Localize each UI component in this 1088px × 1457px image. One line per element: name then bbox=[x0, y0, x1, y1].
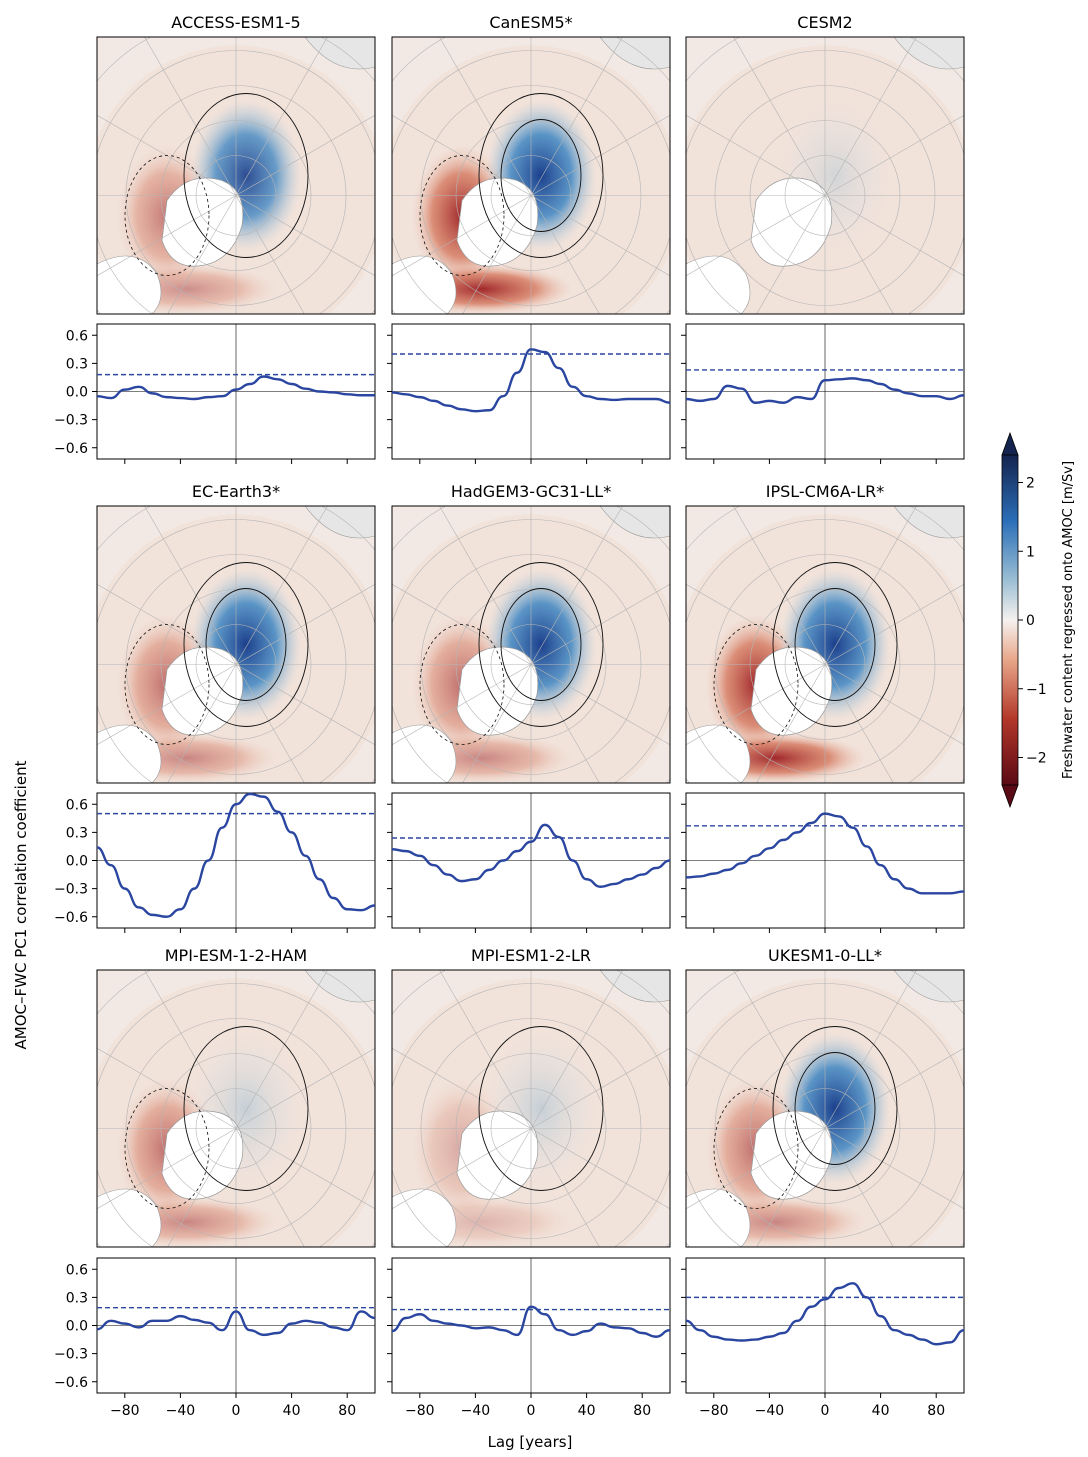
panel-title: IPSL-CM6A-LR* bbox=[766, 482, 884, 501]
lag-correlation-plot: 0.6 0.3 0.0 −0.3 −0.6 bbox=[54, 323, 376, 464]
x-tick-label: 80 bbox=[338, 1403, 356, 1419]
panel-title: CESM2 bbox=[797, 13, 852, 32]
polar-map bbox=[392, 970, 670, 1247]
lag-correlation-plot bbox=[681, 792, 965, 933]
y-tick-label: 0.0 bbox=[66, 1319, 88, 1335]
x-tick-label: −80 bbox=[699, 1403, 729, 1419]
lag-correlation-plot bbox=[387, 323, 671, 464]
series-line bbox=[96, 375, 375, 401]
x-tick-label: −80 bbox=[405, 1403, 435, 1419]
x-tick-label: 80 bbox=[927, 1403, 945, 1419]
series-line bbox=[685, 377, 965, 404]
x-axis-label: Lag [years] bbox=[488, 1433, 573, 1451]
y-tick-label: −0.6 bbox=[54, 1375, 88, 1391]
y-axis-label: AMOC–FWC PC1 correlation coefficient bbox=[12, 760, 30, 1049]
polar-map bbox=[97, 506, 375, 783]
y-tick-label: 0.6 bbox=[66, 1262, 88, 1278]
x-tick-label: 0 bbox=[232, 1403, 241, 1419]
polar-map bbox=[686, 37, 964, 314]
x-tick-label: −40 bbox=[755, 1403, 785, 1419]
series-line bbox=[96, 792, 376, 918]
x-tick-label: 0 bbox=[527, 1403, 536, 1419]
polar-map bbox=[686, 506, 964, 783]
x-tick-label: 0 bbox=[821, 1403, 830, 1419]
polar-map bbox=[97, 970, 375, 1247]
panel-EC-Earth3*: EC-Earth3* 0.6 0.3 0.0 −0.3 −0.6 bbox=[54, 482, 376, 933]
colorbar-tick-label: −2 bbox=[1026, 751, 1047, 767]
panel-title: EC-Earth3* bbox=[192, 482, 280, 501]
x-tick-label: 40 bbox=[283, 1403, 301, 1419]
y-tick-label: −0.6 bbox=[54, 441, 88, 457]
polar-map bbox=[392, 506, 670, 783]
y-tick-label: 0.0 bbox=[66, 385, 88, 401]
series-line bbox=[391, 348, 671, 413]
panel-CESM2: CESM2 bbox=[681, 13, 965, 464]
x-tick-label: −40 bbox=[166, 1403, 196, 1419]
y-tick-label: 0.3 bbox=[66, 825, 88, 841]
series-line bbox=[685, 812, 965, 895]
lag-correlation-plot bbox=[681, 323, 965, 464]
y-tick-label: −0.3 bbox=[54, 882, 88, 898]
colorbar-tick-label: −1 bbox=[1026, 682, 1047, 698]
panel-title: ACCESS-ESM1-5 bbox=[171, 13, 300, 32]
y-tick-label: −0.3 bbox=[54, 1347, 88, 1363]
x-tick-label: −40 bbox=[461, 1403, 491, 1419]
polar-map bbox=[97, 37, 375, 314]
y-tick-label: −0.6 bbox=[54, 910, 88, 926]
series-line bbox=[391, 1305, 671, 1338]
lag-correlation-plot: −80 −40 0 40 80 bbox=[387, 1257, 671, 1419]
y-tick-label: 0.6 bbox=[66, 328, 88, 344]
panel-title: UKESM1-0-LL* bbox=[768, 946, 882, 965]
lag-correlation-plot: −80 −40 0 40 80 bbox=[681, 1257, 965, 1419]
polar-map bbox=[392, 37, 670, 314]
series-line bbox=[391, 823, 671, 888]
panel-title: HadGEM3-GC31-LL* bbox=[451, 482, 611, 501]
panel-title: MPI-ESM1-2-LR bbox=[471, 946, 591, 965]
panel-title: CanESM5* bbox=[489, 13, 572, 32]
panel-ACCESS-ESM1-5: ACCESS-ESM1-5 0.6 0.3 0.0 −0.3 −0.6 bbox=[54, 13, 376, 464]
lag-correlation-plot: 0.6 0.3 0.0 −0.3 −0.6 bbox=[54, 792, 376, 933]
x-tick-label: −80 bbox=[110, 1403, 140, 1419]
y-tick-label: 0.3 bbox=[66, 356, 88, 372]
panel-MPI-ESM-1-2-HAM: MPI-ESM-1-2-HAM−80 −40 0 40 800.60.30.0−0.3−… bbox=[54, 946, 376, 1419]
x-tick-label: 80 bbox=[633, 1403, 651, 1419]
colorbar: 2 1 0 −1 −2 Freshwater content regressed onto… bbox=[1001, 431, 1076, 809]
series-line bbox=[685, 1282, 965, 1346]
panel-title: MPI-ESM-1-2-HAM bbox=[165, 946, 307, 965]
y-tick-label: 0.6 bbox=[66, 797, 88, 813]
colorbar-label: Freshwater content regressed onto AMOC [… bbox=[1061, 461, 1076, 779]
panel-MPI-ESM1-2-LR: MPI-ESM1-2-LR −80 −40 0 40 80 bbox=[387, 946, 671, 1419]
lag-correlation-plot bbox=[387, 792, 671, 933]
panel-CanESM5*: CanESM5* bbox=[387, 13, 671, 464]
colorbar-tick-label: 1 bbox=[1026, 544, 1035, 560]
panel-HadGEM3-GC31-LL*: HadGEM3-GC31-LL* bbox=[387, 482, 671, 933]
x-tick-label: 40 bbox=[578, 1403, 596, 1419]
colorbar-tick-label: 2 bbox=[1026, 476, 1035, 492]
panel-UKESM1-0-LL*: UKESM1-0-LL* −80 −40 0 40 80 bbox=[681, 946, 965, 1419]
series-line bbox=[96, 1310, 376, 1337]
panel-IPSL-CM6A-LR*: IPSL-CM6A-LR* bbox=[681, 482, 965, 933]
y-tick-label: 0.3 bbox=[66, 1290, 88, 1306]
colorbar-tick-label: 0 bbox=[1026, 613, 1035, 629]
y-tick-label: −0.3 bbox=[54, 413, 88, 429]
x-tick-label: 40 bbox=[872, 1403, 890, 1419]
lag-correlation-plot: −80 −40 0 40 80 0.6 0.3 0.0 −0.3 −0.6 bbox=[54, 1257, 376, 1419]
y-tick-label: 0.0 bbox=[66, 854, 88, 870]
polar-map bbox=[686, 970, 964, 1247]
